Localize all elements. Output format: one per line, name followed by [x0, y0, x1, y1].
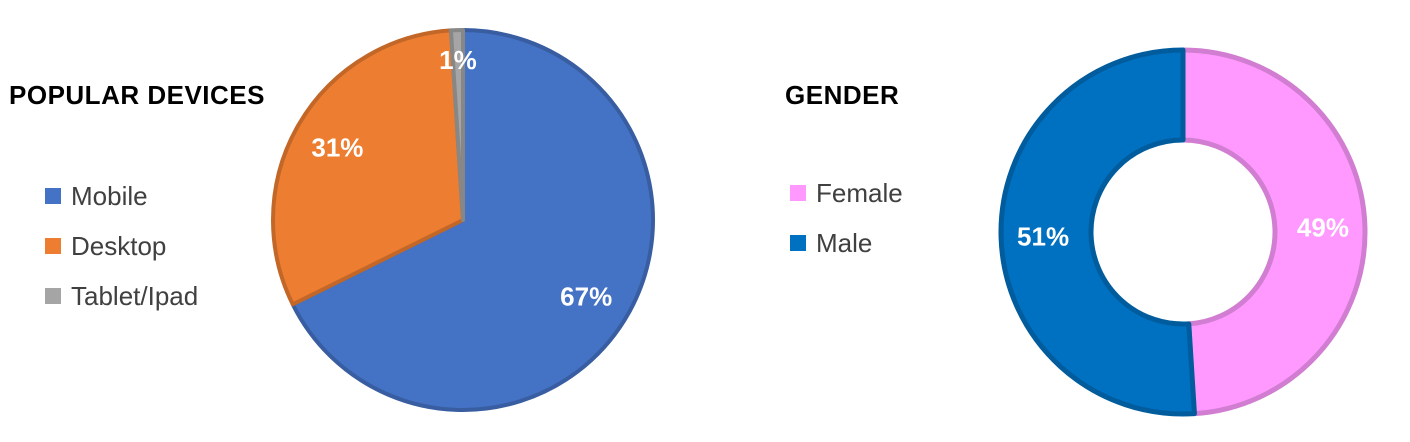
devices-chart-title: POPULAR DEVICES — [9, 80, 265, 110]
legend-label-mobile: Mobile — [71, 180, 148, 211]
legend-swatch-tablet — [45, 288, 61, 304]
devices-slice-desktop — [271, 28, 465, 307]
legend-label-male: Male — [816, 227, 873, 258]
devices-slice-mobile — [290, 28, 655, 412]
gender-legend: Female Male — [790, 168, 903, 268]
legend-swatch-desktop — [45, 238, 61, 254]
devices-data-label-tablet-ipad: 1% — [439, 45, 477, 75]
legend-item-tablet: Tablet/Ipad — [45, 271, 198, 321]
gender-chart-title: GENDER — [785, 80, 900, 110]
legend-item-female: Female — [790, 168, 903, 218]
legend-label-desktop: Desktop — [71, 230, 167, 261]
legend-label-tablet: Tablet/Ipad — [71, 280, 199, 311]
legend-item-desktop: Desktop — [45, 221, 198, 271]
gender-data-label-female: 49% — [1297, 213, 1349, 243]
devices-data-label-mobile: 67% — [560, 281, 612, 311]
gender-slice-female — [1180, 47, 1368, 417]
legend-label-female: Female — [816, 177, 903, 208]
legend-swatch-male — [790, 235, 806, 251]
devices-pie-chart: 67% 31% 1% — [271, 28, 655, 412]
legend-swatch-mobile — [45, 188, 61, 204]
legend-item-mobile: Mobile — [45, 171, 198, 221]
devices-slice-tablet-ipad — [448, 28, 465, 222]
gender-data-label-male: 51% — [1017, 221, 1069, 251]
gender-donut-chart: 49% 51% — [998, 47, 1368, 417]
devices-data-label-desktop: 31% — [311, 133, 363, 163]
legend-swatch-female — [790, 185, 806, 201]
legend-item-male: Male — [790, 218, 903, 268]
devices-legend: Mobile Desktop Tablet/Ipad — [45, 171, 198, 321]
gender-slice-male — [998, 47, 1197, 417]
